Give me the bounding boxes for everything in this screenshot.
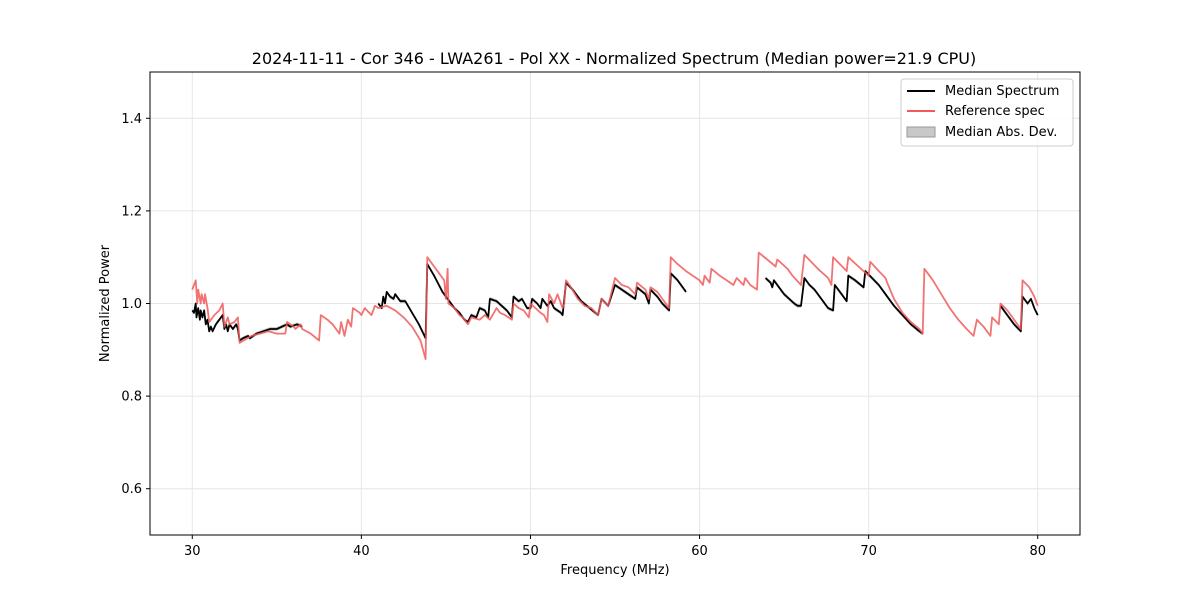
legend-median-label: Median Spectrum [945,84,1059,99]
y-tick-label: 1.4 [121,112,142,127]
y-tick-label: 1.2 [121,204,142,219]
y-tick-label: 1.0 [121,297,142,312]
legend: Median Spectrum Reference spec Median Ab… [900,78,1074,147]
x-tick-label: 30 [184,544,201,559]
x-tick-label: 80 [1029,544,1046,559]
x-axis-label: Frequency (MHz) [560,563,669,578]
x-tick-label: 70 [860,544,877,559]
median-spectrum-line [377,263,687,340]
median-spectrum-line [764,270,924,335]
y-axis-label: Normalized Power [98,244,113,362]
y-tick-label: 0.6 [121,482,142,497]
legend-box [900,78,1074,147]
legend-reference-label: Reference spec [945,104,1045,119]
x-tick-label: 40 [353,544,370,559]
legend-mad-label: Median Abs. Dev. [945,125,1057,140]
x-tick-label: 60 [691,544,708,559]
data-layer [191,251,1039,361]
chart-title: 2024-11-11 - Cor 346 - LWA261 - Pol XX -… [252,49,976,68]
y-tick-label: 0.8 [121,390,142,405]
axis-ticks: 30 40 50 60 70 80 0.6 0.8 1.0 1.2 1.4 [121,112,1046,559]
grid [150,72,1080,535]
legend-mad-swatch [906,126,936,138]
reference-spectrum-line [191,251,1039,361]
x-tick-label: 50 [522,544,539,559]
